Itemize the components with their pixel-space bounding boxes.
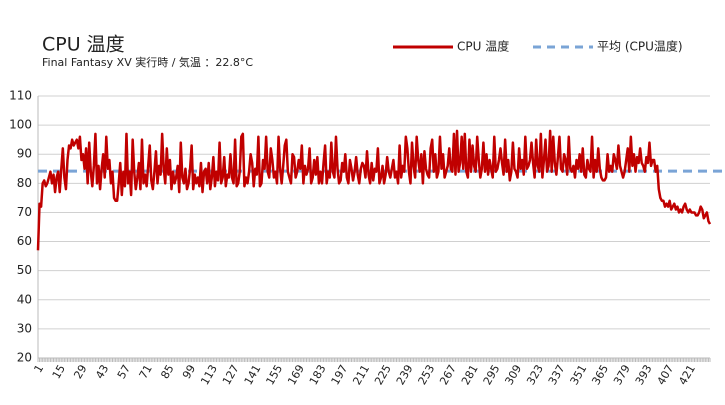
y-tick-label: 80 [17,176,32,190]
x-tick-label: 267 [437,363,459,388]
y-tick-label: 60 [17,234,32,248]
x-tick-label: 407 [655,363,677,388]
legend-label: 平均 (CPU温度) [597,39,683,54]
x-tick-label: 211 [350,363,372,388]
y-tick-label: 30 [17,321,32,335]
x-tick-label: 351 [568,363,590,388]
y-tick-label: 100 [9,118,32,132]
x-tick-label: 393 [633,363,655,388]
y-tick-label: 50 [17,263,32,277]
x-tick-label: 99 [180,363,198,382]
y-tick-label: 110 [9,89,32,103]
y-tick-label: 90 [17,147,32,161]
x-tick-label: 29 [71,363,89,382]
legend-label: CPU 温度 [457,39,509,54]
x-tick-label: 379 [611,363,633,388]
x-tick-label: 71 [137,363,155,382]
y-tick-label: 40 [17,292,32,306]
x-tick-label: 225 [372,363,394,388]
line-series [36,129,712,251]
x-tick-label: 295 [481,362,503,387]
x-tick-label: 281 [459,363,481,388]
chart-subtitle: Final Fantasy XV 実行時 / 気温 ：22.8°C [42,55,253,69]
x-tick-label: 85 [158,363,176,382]
x-tick-label: 127 [220,363,242,388]
x-tick-label: 421 [676,363,698,388]
x-tick-label: 239 [394,363,416,388]
y-tick-label: 20 [17,351,32,365]
x-tick-label: 141 [242,363,264,388]
x-tick-label: 183 [307,363,329,388]
x-tick-label: 169 [285,363,307,388]
x-tick-label: 197 [329,363,351,388]
x-tick-label: 57 [115,363,133,382]
x-tick-label: 323 [524,363,546,388]
x-tick-label: 15 [50,363,68,382]
y-tick-label: 70 [17,205,32,219]
x-tick-label: 309 [502,363,524,388]
x-tick-label: 365 [589,363,611,388]
x-tick-label: 43 [93,363,111,382]
x-tick-label: 155 [263,363,285,388]
chart-title: CPU 温度 [42,34,125,56]
x-tick-label: 1 [31,363,46,376]
x-tick-label: 337 [546,363,568,388]
x-tick-label: 113 [198,363,220,388]
x-tick-label: 253 [416,363,438,388]
